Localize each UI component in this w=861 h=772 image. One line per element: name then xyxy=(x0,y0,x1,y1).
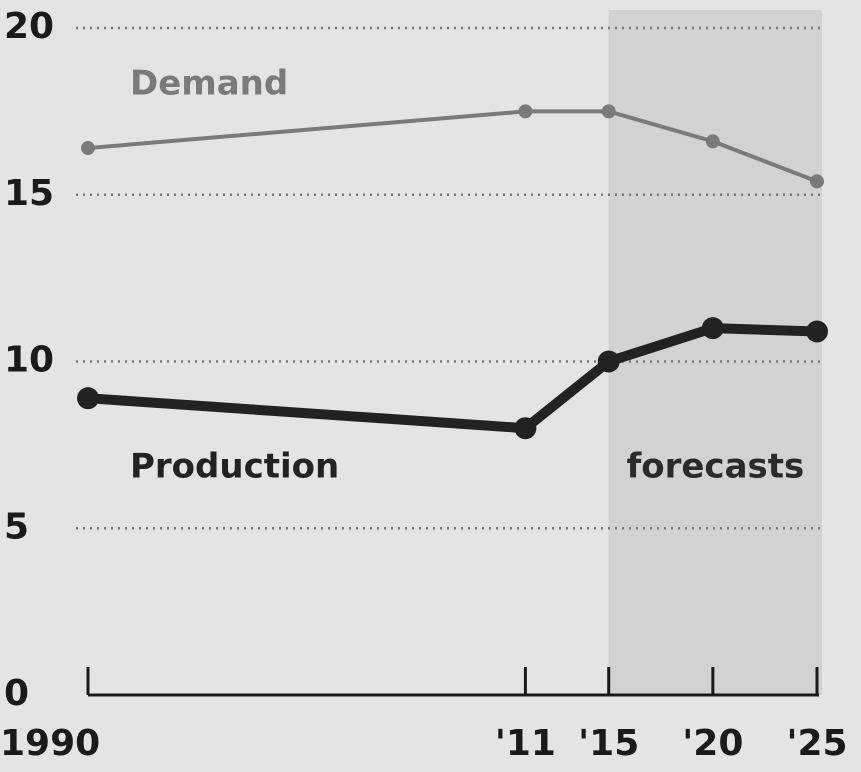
data-point xyxy=(77,387,99,410)
y-tick-label: 15 xyxy=(4,173,54,214)
y-tick-label: 5 xyxy=(4,506,29,547)
y-tick-label: 10 xyxy=(4,340,54,381)
x-tick-label: '25 xyxy=(786,723,847,764)
data-point xyxy=(81,141,95,156)
y-tick-label: 0 xyxy=(4,673,29,714)
x-tick-label: '11 xyxy=(495,723,556,764)
data-point xyxy=(601,104,616,119)
data-point xyxy=(810,174,824,189)
series-label: Demand xyxy=(130,64,288,104)
data-point xyxy=(514,417,537,440)
y-tick-label: 20 xyxy=(4,6,54,47)
data-point xyxy=(701,317,724,340)
data-point xyxy=(518,104,533,119)
data-point xyxy=(597,350,620,373)
forecast-label: forecasts xyxy=(626,447,804,487)
data-point xyxy=(705,134,720,149)
data-point xyxy=(806,320,828,343)
x-tick-label: '20 xyxy=(682,723,743,764)
x-tick-label: '15 xyxy=(578,723,639,764)
x-tick-label: 1990 xyxy=(0,723,100,764)
series-label: Production xyxy=(130,447,339,487)
